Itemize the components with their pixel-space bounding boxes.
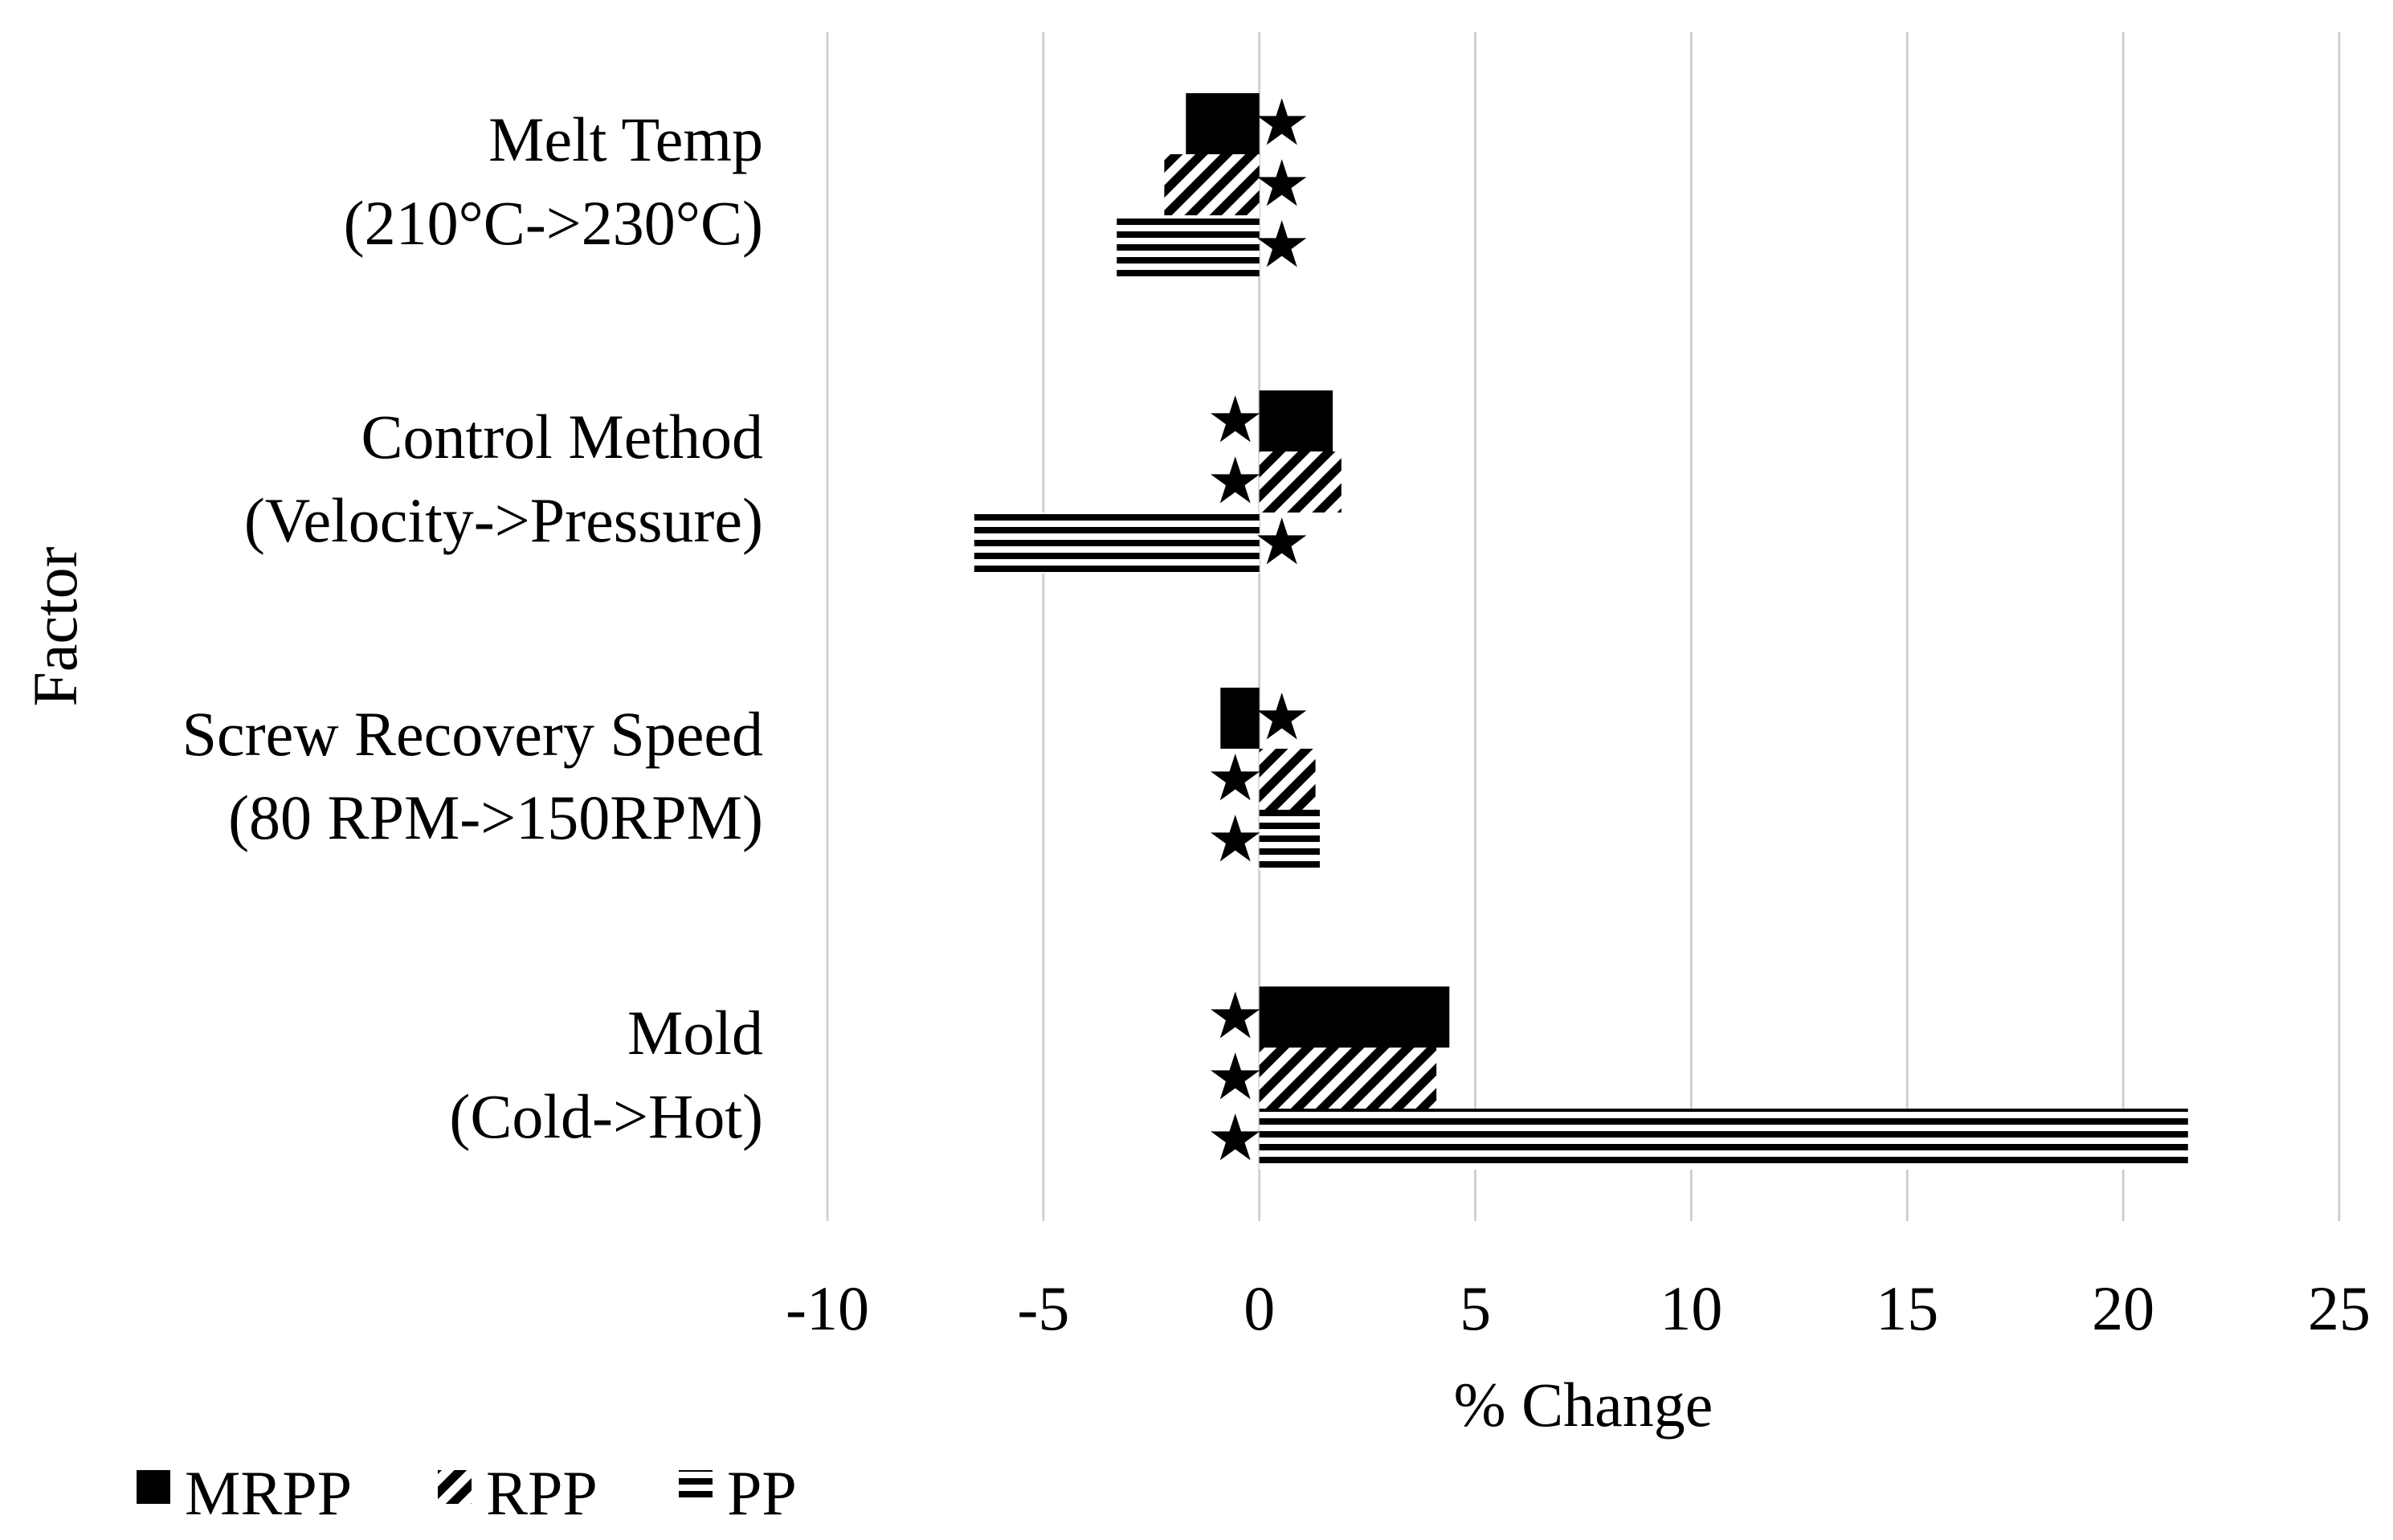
bar-mrpp (1259, 986, 1450, 1048)
x-tick-label: -5 (1017, 1273, 1069, 1343)
x-tick-label: 20 (2092, 1273, 2154, 1343)
bar-pp (1259, 810, 1320, 871)
x-tick-label: 10 (1660, 1273, 1722, 1343)
significance-star: ★ (1207, 447, 1264, 517)
y-tick-label: Screw Recovery Speed (182, 699, 763, 769)
bar-pp (1259, 1109, 2188, 1170)
legend-swatch-mrpp (137, 1470, 170, 1504)
legend-label-mrpp: MRPP (185, 1458, 352, 1528)
significance-star: ★ (1207, 1104, 1264, 1174)
y-tick-label: Control Method (361, 402, 764, 472)
bar-pp (974, 513, 1260, 574)
bar-rpp (1259, 451, 1341, 513)
y-tick-label: Mold (627, 998, 763, 1068)
significance-star: ★ (1253, 88, 1311, 159)
significance-star: ★ (1253, 508, 1311, 578)
bar-mrpp (1259, 390, 1333, 451)
significance-star: ★ (1207, 805, 1264, 876)
significance-star: ★ (1207, 1043, 1264, 1113)
x-tick-label: 5 (1460, 1273, 1491, 1343)
y-tick-label: (Cold->Hot) (449, 1081, 763, 1151)
bar-rpp (1164, 154, 1260, 215)
y-tick-label: (210°C->230°C) (344, 188, 763, 258)
y-axis-title: Factor (20, 546, 90, 706)
legend-label-pp: PP (727, 1458, 797, 1528)
bar-mrpp (1186, 93, 1260, 154)
y-tick-label: (80 RPM->150RPM) (228, 782, 763, 852)
bar-rpp (1259, 1048, 1437, 1109)
x-tick-label: -10 (786, 1273, 869, 1343)
significance-star: ★ (1207, 982, 1264, 1052)
legend-swatch-rpp (438, 1470, 472, 1504)
x-tick-label: 15 (1876, 1273, 1938, 1343)
y-tick-label: Melt Temp (488, 104, 763, 174)
x-tick-label: 25 (2308, 1273, 2371, 1343)
y-tick-label: (Velocity->Pressure) (244, 485, 763, 555)
bar-pp (1117, 215, 1260, 276)
significance-star: ★ (1253, 149, 1311, 220)
bar-mrpp (1220, 688, 1260, 749)
significance-star: ★ (1253, 683, 1311, 754)
bar-rpp (1259, 749, 1316, 810)
x-tick-label: 0 (1243, 1273, 1275, 1343)
legend-swatch-pp (679, 1470, 713, 1504)
significance-star: ★ (1207, 744, 1264, 815)
significance-star: ★ (1207, 386, 1264, 456)
x-axis-title: % Change (1454, 1370, 1713, 1440)
legend-label-rpp: RPP (486, 1458, 598, 1528)
significance-star: ★ (1253, 210, 1311, 281)
